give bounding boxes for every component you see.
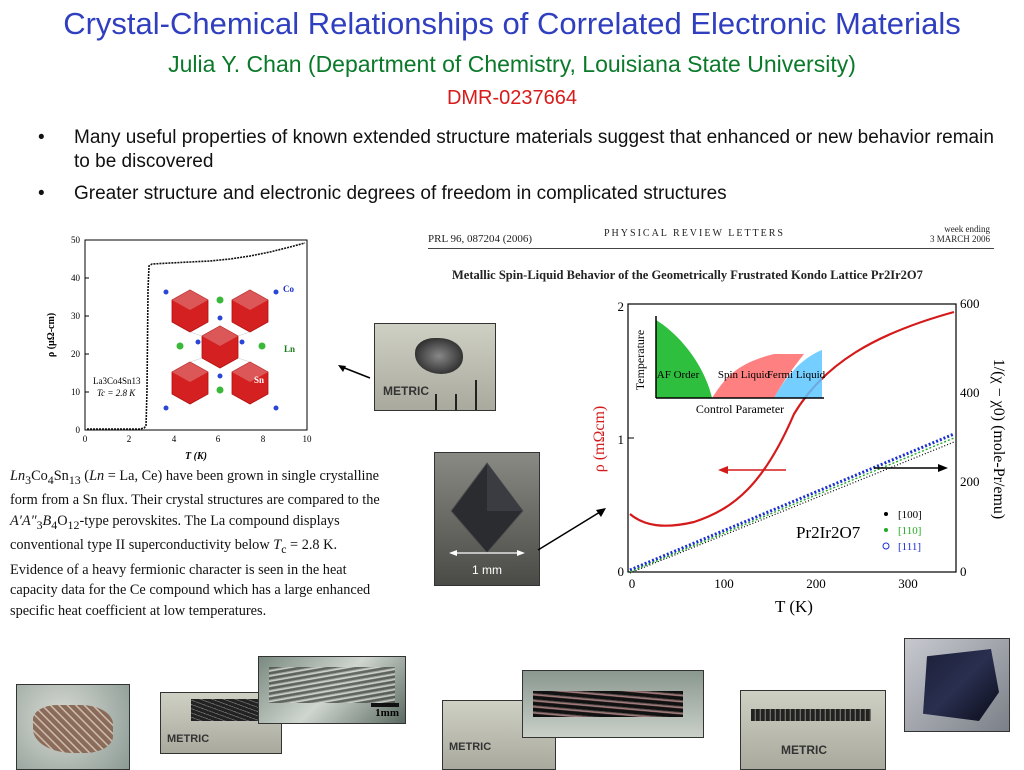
- bullet-item: • Greater structure and electronic degree…: [34, 182, 994, 206]
- y-tick-label: 600: [960, 296, 980, 311]
- left-y-ticks: 0 1 2: [618, 299, 634, 579]
- journal-name: PHYSICAL REVIEW LETTERS: [604, 228, 785, 239]
- week-ending-label: week ending: [944, 224, 990, 234]
- region-spin-liquid: Spin Liquid: [718, 369, 771, 381]
- x-tick-label: 0: [83, 434, 88, 444]
- y-tick-label: 400: [960, 385, 980, 400]
- arrow-to-chart: [338, 365, 371, 379]
- atom-label-ln: Ln: [284, 344, 295, 354]
- ruler-label: METRIC: [449, 741, 492, 753]
- x-tick-label: 8: [261, 434, 266, 444]
- x-axis-label: T (K): [185, 451, 207, 462]
- atom-label-co: Co: [283, 284, 294, 294]
- author-affiliation: Julia Y. Chan (Department of Chemistry, …: [168, 51, 856, 77]
- bullet-item: • Many useful properties of known extende…: [34, 126, 994, 174]
- inset-y-label: Temperature: [633, 330, 647, 390]
- crystal-sample: [415, 338, 463, 374]
- grant-number: DMR-0237664: [446, 87, 578, 109]
- y-ticks: 0 10 20 30 40 50: [71, 235, 89, 435]
- crystal-photo-3: 1mm: [258, 656, 406, 724]
- left-y-axis-label: ρ (mΩcm): [591, 406, 608, 473]
- y-tick-label: 1: [618, 432, 625, 447]
- phase-diagram-inset: Temperature Control Parameter AF Order S…: [633, 316, 826, 416]
- bullet-text: Many useful properties of known extended…: [74, 127, 994, 172]
- x-tick-label: 200: [806, 576, 826, 591]
- arrow-to-prl-chart: [537, 508, 606, 551]
- y-tick-label: 0: [618, 564, 625, 579]
- resistivity-curve: [629, 310, 955, 527]
- legend-item-110: [110]: [898, 525, 921, 537]
- journal-reference: PRL 96, 087204 (2006): [428, 233, 533, 245]
- region-af-order: AF Order: [657, 369, 700, 381]
- tc-label: Tc = 2.8 K: [97, 388, 136, 398]
- series-100-trace: [629, 441, 955, 574]
- issue-date: 3 MARCH 2006: [929, 234, 990, 244]
- y-tick-label: 50: [71, 235, 81, 245]
- x-ticks: 0 2 4 6 8 10: [83, 434, 312, 444]
- legend-item-111: [111]: [898, 541, 921, 553]
- article-title: Metallic Spin-Liquid Behavior of the Geo…: [452, 268, 923, 282]
- compound-label: Pr2Ir2O7: [796, 523, 861, 542]
- series-110-trace: [629, 437, 955, 573]
- resistivity-trace: [87, 242, 306, 430]
- y-tick-label: 20: [71, 349, 81, 359]
- description-paragraph: Ln3Co4Sn13 (Ln = La, Ce) have been grown…: [10, 468, 380, 619]
- y-tick-label: 2: [618, 299, 625, 314]
- legend-item-100: [100]: [898, 509, 922, 521]
- crystal-photo-6: METRIC: [740, 690, 886, 770]
- prl-header: PRL 96, 087204 (2006) PHYSICAL REVIEW LE…: [428, 224, 994, 249]
- crystal-photo-1: [16, 684, 130, 770]
- pr2ir2o7-chart: 0 1 2 0 200 400 600 0 100 200 300 T (K) …: [591, 296, 1007, 616]
- y-tick-label: 0: [960, 564, 967, 579]
- y-tick-label: 200: [960, 474, 980, 489]
- crystal-photo-7: [904, 638, 1010, 732]
- right-y-axis-label: 1/(χ − χ0) (mole-Pr/emu): [990, 359, 1007, 520]
- crystal-photo-5: [522, 670, 704, 738]
- y-tick-label: 10: [71, 387, 81, 397]
- x-tick-label: 0: [629, 576, 636, 591]
- scale-bar-label: 1 mm: [472, 563, 502, 577]
- bullet-glyph: •: [38, 183, 45, 204]
- x-tick-label: 100: [714, 576, 734, 591]
- series-111-trace: [629, 432, 955, 572]
- inset-x-label: Control Parameter: [696, 402, 784, 416]
- x-tick-label: 2: [127, 434, 132, 444]
- slide-title: Crystal-Chemical Relationships of Correl…: [63, 6, 961, 41]
- x-axis-label: T (K): [775, 597, 813, 616]
- right-y-ticks: 0 200 400 600: [960, 296, 980, 579]
- scale-label: 1mm: [375, 707, 399, 719]
- resistivity-chart-la3co4sn13: 0 10 20 30 40 50 0 2 4 6 8 10 T (K) ρ (μ…: [46, 235, 312, 462]
- crystal-on-ruler-photo: METRIC: [374, 323, 496, 411]
- legend: [100] [110] [111]: [882, 509, 922, 553]
- x-tick-label: 10: [303, 434, 313, 444]
- x-tick-label: 6: [216, 434, 221, 444]
- x-tick-label: 300: [898, 576, 918, 591]
- compound-label: La3Co4Sn13: [93, 376, 141, 386]
- y-axis-label: ρ (μΩ-cm): [46, 313, 57, 357]
- y-tick-label: 40: [71, 273, 81, 283]
- atom-label-sn: Sn: [254, 375, 264, 385]
- x-ticks: 0 100 200 300: [629, 576, 918, 591]
- region-fermi-liquid: Fermi Liquid: [767, 369, 826, 381]
- y-tick-label: 0: [76, 425, 81, 435]
- x-tick-label: 4: [172, 434, 177, 444]
- y-tick-label: 30: [71, 311, 81, 321]
- ruler-label: METRIC: [383, 384, 429, 398]
- bullet-list: • Many useful properties of known extende…: [34, 126, 994, 214]
- crystal-structure-diagram: Co Ln Sn: [163, 284, 295, 411]
- bullet-text: Greater structure and electronic degrees…: [74, 183, 727, 204]
- bullet-glyph: •: [38, 127, 45, 148]
- ruler-label: METRIC: [167, 733, 210, 745]
- octahedral-crystal-photo: 1 mm: [434, 452, 540, 586]
- plot-frame: [84, 239, 308, 431]
- ruler-label: METRIC: [781, 743, 827, 757]
